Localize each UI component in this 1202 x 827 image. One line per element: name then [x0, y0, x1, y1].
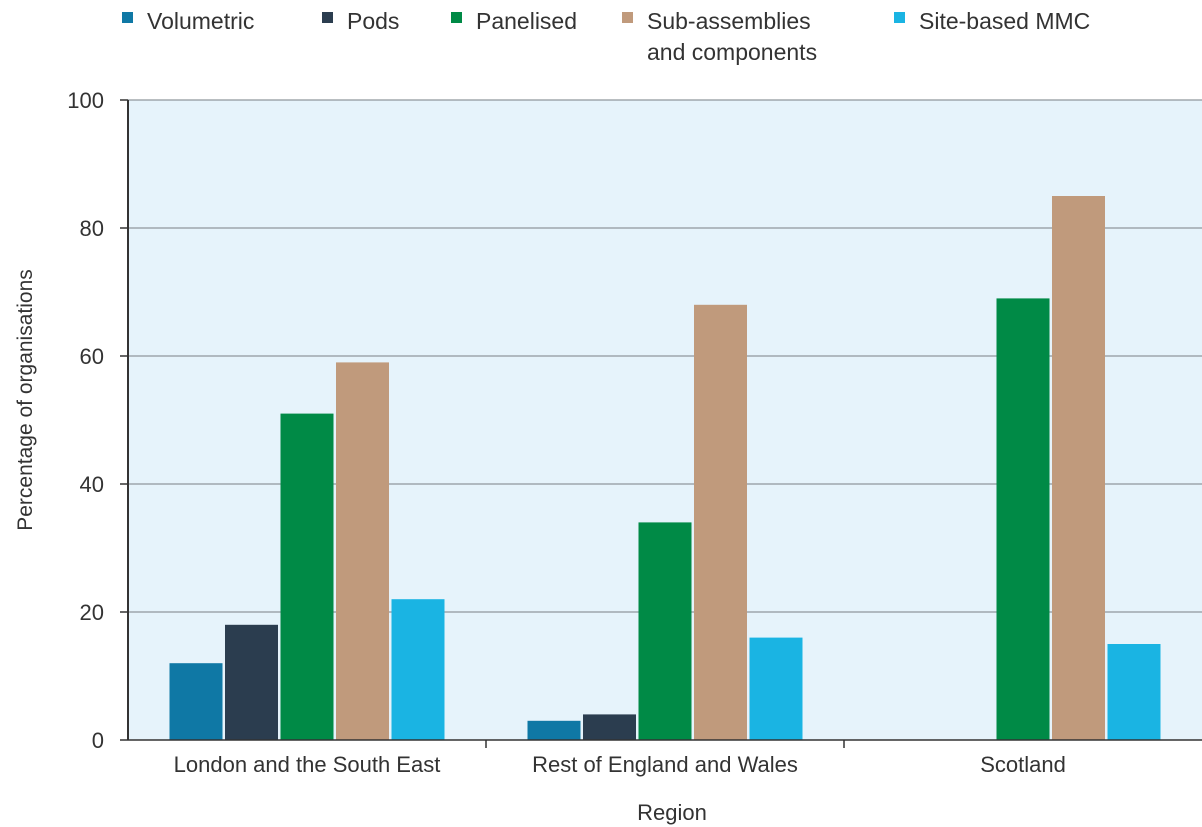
bars — [169, 196, 1161, 740]
bar-panelised-3 — [996, 298, 1050, 740]
legend-label-volumetric: Volumetric — [147, 8, 255, 34]
y-axis-title: Percentage of organisations — [14, 269, 37, 531]
bar-volumetric-2 — [527, 720, 581, 740]
bar-site-based-mmc-1 — [391, 599, 445, 740]
legend-label-site-based-mmc: Site-based MMC — [919, 8, 1091, 34]
legend-label-panelised: Panelised — [476, 8, 578, 34]
legend-label-pods: Pods — [347, 8, 400, 34]
y-tick-label: 40 — [80, 472, 104, 497]
bar-site-based-mmc-3 — [1107, 644, 1161, 740]
y-tick-label: 60 — [80, 344, 104, 369]
y-tick-label: 80 — [80, 216, 104, 241]
x-tick-label: Scotland — [980, 752, 1066, 777]
x-tick-labels: London and the South East Rest of England… — [174, 740, 1066, 777]
bar-sub-assemblies-3 — [1052, 196, 1105, 740]
legend-swatch-sub-assemblies — [622, 12, 633, 23]
bar-panelised-2 — [638, 522, 692, 740]
legend-item-volumetric: Volumetric — [122, 6, 254, 37]
bar-panelised-1 — [280, 413, 334, 740]
bar-site-based-mmc-2 — [749, 637, 803, 740]
y-tick-label: 100 — [67, 88, 104, 113]
x-tick-label: London and the South East — [174, 752, 441, 777]
x-tick-label: Rest of England and Wales — [532, 752, 798, 777]
bar-sub-assemblies-2 — [694, 304, 747, 740]
legend-label-sub-assemblies: Sub-assemblies and components — [647, 8, 818, 65]
legend-item-site-based-mmc: Site-based MMC — [894, 6, 1090, 37]
bar-pods-2 — [583, 714, 636, 740]
y-tick-label: 20 — [80, 600, 104, 625]
y-tick-label: 0 — [92, 728, 104, 753]
x-axis-title: Region — [637, 800, 707, 825]
legend-swatch-volumetric — [122, 12, 133, 23]
legend-swatch-site-based-mmc — [894, 12, 905, 23]
y-tick-labels: 0 20 40 60 80 100 — [67, 88, 128, 753]
bar-volumetric-1 — [169, 663, 223, 740]
legend-item-pods: Pods — [322, 6, 399, 37]
bar-sub-assemblies-1 — [336, 362, 389, 740]
bar-pods-1 — [225, 624, 278, 740]
legend-item-sub-assemblies: Sub-assemblies and components — [622, 6, 817, 68]
legend: Volumetric Pods Panelised Sub-assemblies… — [0, 6, 1202, 76]
legend-swatch-panelised — [451, 12, 462, 23]
legend-swatch-pods — [322, 12, 333, 23]
legend-item-panelised: Panelised — [451, 6, 577, 37]
